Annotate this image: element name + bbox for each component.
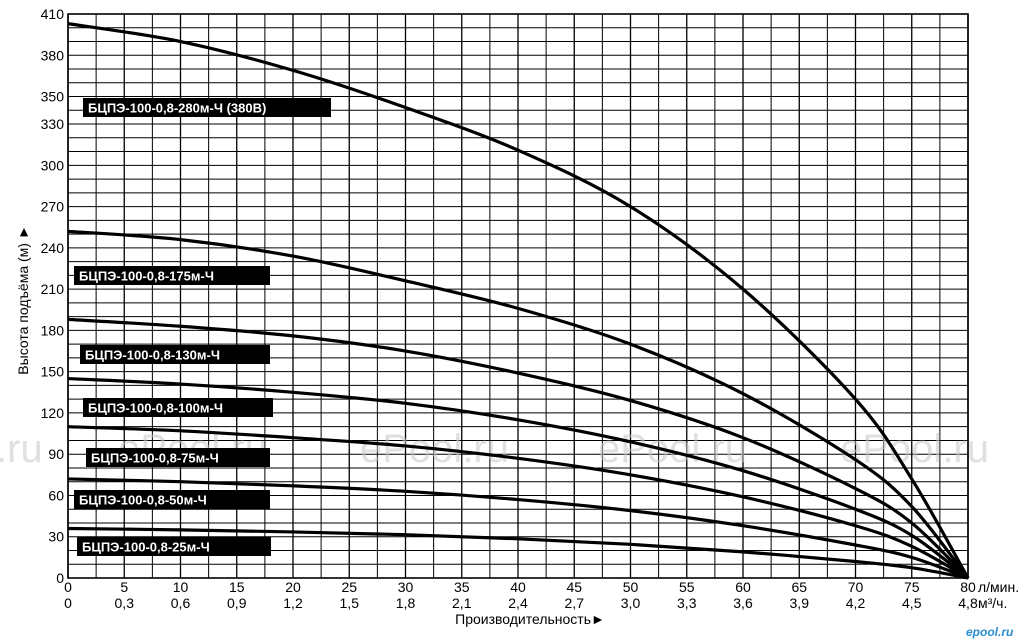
y-tick-label: 410 <box>41 6 65 22</box>
x2-unit-label: м³/ч. <box>978 595 1007 611</box>
y-tick-label: 300 <box>41 157 65 173</box>
x-tick-label: 75 <box>904 579 920 595</box>
series-label-box <box>86 448 270 467</box>
x-tick-label: 30 <box>398 579 414 595</box>
series-label-4: БЦПЭ-100-0,8-100м-Ч <box>88 401 223 416</box>
x-tick-label: 20 <box>285 579 301 595</box>
series-label-1: БЦПЭ-100-0,8-280м-Ч (380В) <box>88 101 266 116</box>
series-labels: БЦПЭ-100-0,8-280м-Ч (380В) БЦПЭ-100-0,8-1… <box>74 98 331 556</box>
x-tick-label: 5 <box>120 579 128 595</box>
watermark-text: .ru <box>0 427 43 471</box>
x2-tick-label: 3,9 <box>790 595 810 611</box>
y-tick-label: 60 <box>48 487 64 503</box>
series-label-box <box>83 98 331 117</box>
x2-tick-label: 0,3 <box>115 595 135 611</box>
y-tick-label: 350 <box>41 89 65 105</box>
y-tick-label: 0 <box>56 570 64 586</box>
x-tick-label: 35 <box>454 579 470 595</box>
series-label-3: БЦПЭ-100-0,8-130м-Ч <box>85 348 220 363</box>
x2-tick-label: 1,8 <box>396 595 416 611</box>
y-tick-label: 240 <box>41 240 65 256</box>
site-label: epool.ru <box>966 625 1014 639</box>
x-tick-label: 0 <box>64 579 72 595</box>
y-tick-label: 330 <box>41 116 65 132</box>
y-tick-label: 30 <box>48 529 64 545</box>
y-tick-label: 210 <box>41 281 65 297</box>
y-tick-label: 90 <box>48 446 64 462</box>
chart-axes: 0306090120150180210240270300330350380410… <box>41 6 978 611</box>
x-tick-label: 60 <box>735 579 751 595</box>
x-tick-label: 80 <box>960 579 976 595</box>
series-line-1 <box>67 22 970 579</box>
x-tick-label: 10 <box>173 579 189 595</box>
x2-tick-label: 2,4 <box>508 595 528 611</box>
series-label-box <box>74 266 270 285</box>
series-label-7: БЦПЭ-100-0,8-25м-Ч <box>82 540 210 555</box>
x-axis-title: Производительность► <box>455 611 605 627</box>
series-line-5 <box>67 425 969 580</box>
x2-tick-label: 4,5 <box>902 595 922 611</box>
series-label-box <box>80 345 270 364</box>
x-tick-label: 25 <box>341 579 357 595</box>
y-axis-title: Высота подъёма (м) ► <box>15 225 31 374</box>
x2-tick-label: 3,6 <box>733 595 753 611</box>
x2-tick-label: 1,2 <box>283 595 303 611</box>
y-tick-label: 150 <box>41 364 65 380</box>
x2-tick-label: 0 <box>64 595 72 611</box>
x2-tick-label: 4,8 <box>958 595 978 611</box>
x2-tick-label: 3,0 <box>621 595 641 611</box>
x-unit-label: л/мин. <box>978 579 1019 595</box>
series-line-7 <box>67 526 969 580</box>
x-tick-label: 45 <box>566 579 582 595</box>
y-tick-label: 380 <box>41 47 65 63</box>
series-line-2 <box>67 229 970 579</box>
x-tick-label: 70 <box>848 579 864 595</box>
series-label-box <box>74 490 270 509</box>
y-tick-label: 270 <box>41 199 65 215</box>
series-curves <box>67 22 970 580</box>
watermark-text: ePool.ru <box>840 427 989 471</box>
series-label-2: БЦПЭ-100-0,8-175м-Ч <box>79 269 214 284</box>
series-label-box <box>83 398 273 417</box>
x2-tick-label: 2,1 <box>452 595 472 611</box>
x-tick-label: 65 <box>791 579 807 595</box>
x2-tick-label: 2,7 <box>565 595 585 611</box>
series-line-3 <box>67 317 970 580</box>
x-tick-label: 40 <box>510 579 526 595</box>
series-line-6 <box>67 477 969 580</box>
series-label-box <box>77 537 271 556</box>
x2-tick-label: 3,3 <box>677 595 697 611</box>
x2-tick-label: 1,5 <box>340 595 360 611</box>
x-tick-label: 15 <box>229 579 245 595</box>
series-line-4 <box>67 376 969 580</box>
x2-tick-label: 0,9 <box>227 595 247 611</box>
y-tick-label: 120 <box>41 405 65 421</box>
series-label-6: БЦПЭ-100-0,8-50м-Ч <box>79 493 207 508</box>
y-tick-label: 180 <box>41 322 65 338</box>
plot-frame <box>67 13 969 579</box>
x2-tick-label: 0,6 <box>171 595 191 611</box>
x-tick-label: 55 <box>679 579 695 595</box>
x2-tick-label: 4,2 <box>846 595 866 611</box>
series-label-5: БЦПЭ-100-0,8-75м-Ч <box>91 451 219 466</box>
x-tick-label: 50 <box>623 579 639 595</box>
